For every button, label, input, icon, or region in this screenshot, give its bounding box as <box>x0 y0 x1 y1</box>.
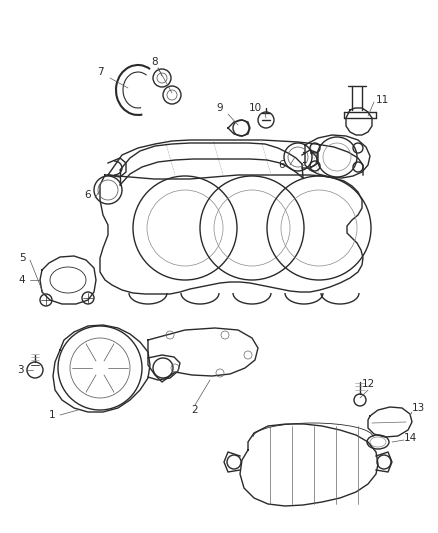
Text: 1: 1 <box>49 410 55 420</box>
Text: 6: 6 <box>279 160 285 170</box>
Text: 3: 3 <box>17 365 23 375</box>
Text: 9: 9 <box>217 103 223 113</box>
Text: 5: 5 <box>19 253 25 263</box>
Text: 6: 6 <box>85 190 91 200</box>
Text: 10: 10 <box>248 103 261 113</box>
Text: 11: 11 <box>375 95 389 105</box>
Text: 2: 2 <box>192 405 198 415</box>
Text: 13: 13 <box>411 403 424 413</box>
Text: 7: 7 <box>97 67 103 77</box>
Text: 14: 14 <box>403 433 417 443</box>
Text: 4: 4 <box>19 275 25 285</box>
Text: 12: 12 <box>361 379 374 389</box>
Text: 8: 8 <box>152 57 158 67</box>
